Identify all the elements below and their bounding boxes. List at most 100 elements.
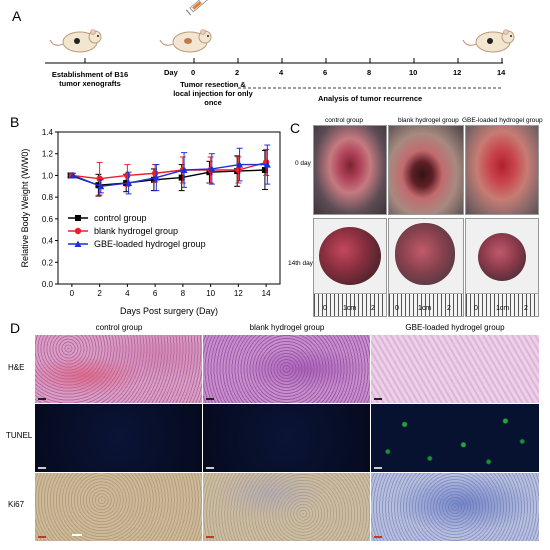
resection-label: Tumor resection & local injection for on… — [173, 80, 253, 107]
ruler-blank — [389, 293, 463, 316]
y-tick-label: 0.4 — [42, 237, 54, 246]
timeline-day-2: 2 — [235, 68, 240, 77]
photo-control-0-day — [313, 125, 387, 215]
panel-d-letter: D — [10, 320, 21, 336]
tumor-control — [319, 227, 381, 285]
ruler-label-0-b: 0 — [395, 305, 399, 312]
y-tick-label: 1.0 — [42, 171, 54, 180]
data-point — [208, 165, 216, 172]
data-point — [96, 175, 103, 182]
panel-b-letter: B — [10, 114, 20, 130]
he-blank-image — [203, 335, 370, 403]
y-tick-label: 0.0 — [42, 280, 54, 289]
scale-bar-ki67-blank — [206, 536, 214, 538]
scale-bar-he-gbe — [374, 398, 382, 400]
x-tick-label: 14 — [262, 289, 271, 298]
histo-row-label-he: H&E — [8, 363, 25, 372]
mouse-3-illustration — [462, 29, 515, 53]
y-tick-label: 1.2 — [42, 150, 54, 159]
legend-label: control group — [94, 213, 147, 223]
y-tick-label: 0.2 — [42, 258, 54, 267]
plot-frame — [57, 131, 281, 285]
photo-col-label-control: control group — [325, 117, 363, 124]
data-point — [263, 161, 271, 168]
tumor-gbe — [478, 233, 526, 281]
x-tick-label: 6 — [153, 289, 158, 298]
data-point — [152, 174, 160, 181]
timeline-day-10: 10 — [409, 68, 418, 77]
ki67-control-image — [35, 473, 202, 541]
legend-label: GBE-loaded hydrogel group — [94, 239, 206, 249]
photo-blank-14th-day — [388, 218, 464, 317]
data-point — [261, 167, 268, 173]
panel-c-letter: C — [290, 120, 301, 136]
x-axis-label: Days Post surgery (Day) — [120, 306, 218, 316]
ruler-label-1cm-c: 1cm — [496, 305, 510, 312]
timeline-day-label: Day — [164, 68, 178, 77]
x-tick-label: 4 — [125, 289, 130, 298]
legend-label: blank hydrogel group — [94, 226, 178, 236]
photo-col-label-blank: blank hydrogel group — [398, 117, 459, 124]
photo-row-label-14th-day: 14th day — [288, 260, 313, 267]
y-tick-label: 0.6 — [42, 215, 54, 224]
photo-gbe-14th-day — [465, 218, 539, 317]
x-tick-label: 8 — [181, 289, 186, 298]
data-point — [235, 166, 242, 174]
data-point — [124, 172, 131, 179]
ruler-label-2-b: 2 — [447, 305, 451, 312]
scale-bar-ki67-gbe — [374, 536, 382, 538]
timeline-day-12: 12 — [453, 68, 462, 77]
photo-blank-0-day — [388, 125, 464, 215]
timeline-day-0: 0 — [191, 68, 196, 77]
photo-row-label-0-day: 0 day — [295, 160, 311, 167]
ruler-label-1cm-b: 1cm — [418, 305, 432, 312]
timeline-day-14: 14 — [497, 68, 506, 77]
ruler-gbe — [466, 293, 538, 316]
tunel-blank-image — [203, 404, 370, 472]
x-tick-label: 10 — [206, 289, 215, 298]
scale-bar-ki67-control-red — [38, 536, 46, 538]
legend-marker — [74, 227, 82, 235]
scale-bar-he-blank — [206, 398, 214, 400]
ruler-label-2-c: 2 — [524, 305, 528, 312]
tumor-blank — [395, 223, 455, 285]
histo-col-label-gbe: GBE-loaded hydrogel group — [405, 323, 505, 332]
syringe-illustration — [185, 0, 211, 16]
scale-bar-tunel-blank — [206, 467, 214, 469]
photo-col-label-gbe: GBE-loaded hydrogel group — [462, 117, 543, 124]
series-line — [70, 169, 265, 186]
series-line — [71, 161, 267, 180]
mouse-2-illustration — [159, 29, 212, 53]
data-point — [178, 174, 185, 181]
analysis-label: Analysis of tumor recurrence — [318, 94, 423, 103]
histo-row-label-tunel: TUNEL — [6, 431, 33, 440]
ruler-label-0-c: 0 — [474, 305, 478, 312]
x-tick-label: 0 — [70, 289, 75, 298]
data-point — [180, 166, 188, 173]
scale-bar-he-control — [38, 398, 46, 400]
y-axis-label: Relative Body Weight (W/W0) — [20, 149, 30, 268]
tunel-control-image — [35, 404, 202, 472]
histo-col-label-control: control group — [95, 323, 143, 332]
legend-marker — [75, 215, 81, 221]
y-tick-label: 1.4 — [42, 128, 54, 137]
data-point — [151, 170, 159, 177]
establishment-label: Establishment of B16 tumor xenografts — [51, 70, 129, 88]
ruler-control — [314, 293, 386, 316]
ruler-label-1cm-a: 1cm — [343, 305, 357, 312]
x-tick-label: 2 — [97, 289, 102, 298]
body-weight-chart: 0.0 0.2 0.4 0.6 0.8 1.0 1.2 1.4 0 2 4 6 8 10 12 14 Days … — [20, 128, 281, 316]
photo-gbe-0-day — [465, 125, 539, 215]
legend-marker — [74, 240, 82, 247]
photo-control-14th-day — [313, 218, 387, 317]
data-point — [97, 182, 105, 190]
data-point — [236, 161, 244, 168]
scale-bar-tunel-gbe — [374, 467, 382, 469]
ruler-label-0-a: 0 — [323, 305, 327, 312]
timeline-ticks — [193, 58, 503, 63]
he-control-image — [35, 335, 202, 403]
timeline-diagram — [45, 0, 515, 89]
y-tick-label: 0.8 — [42, 193, 54, 202]
ruler-label-2-a: 2 — [371, 305, 375, 312]
tunel-gbe-image — [371, 404, 539, 472]
